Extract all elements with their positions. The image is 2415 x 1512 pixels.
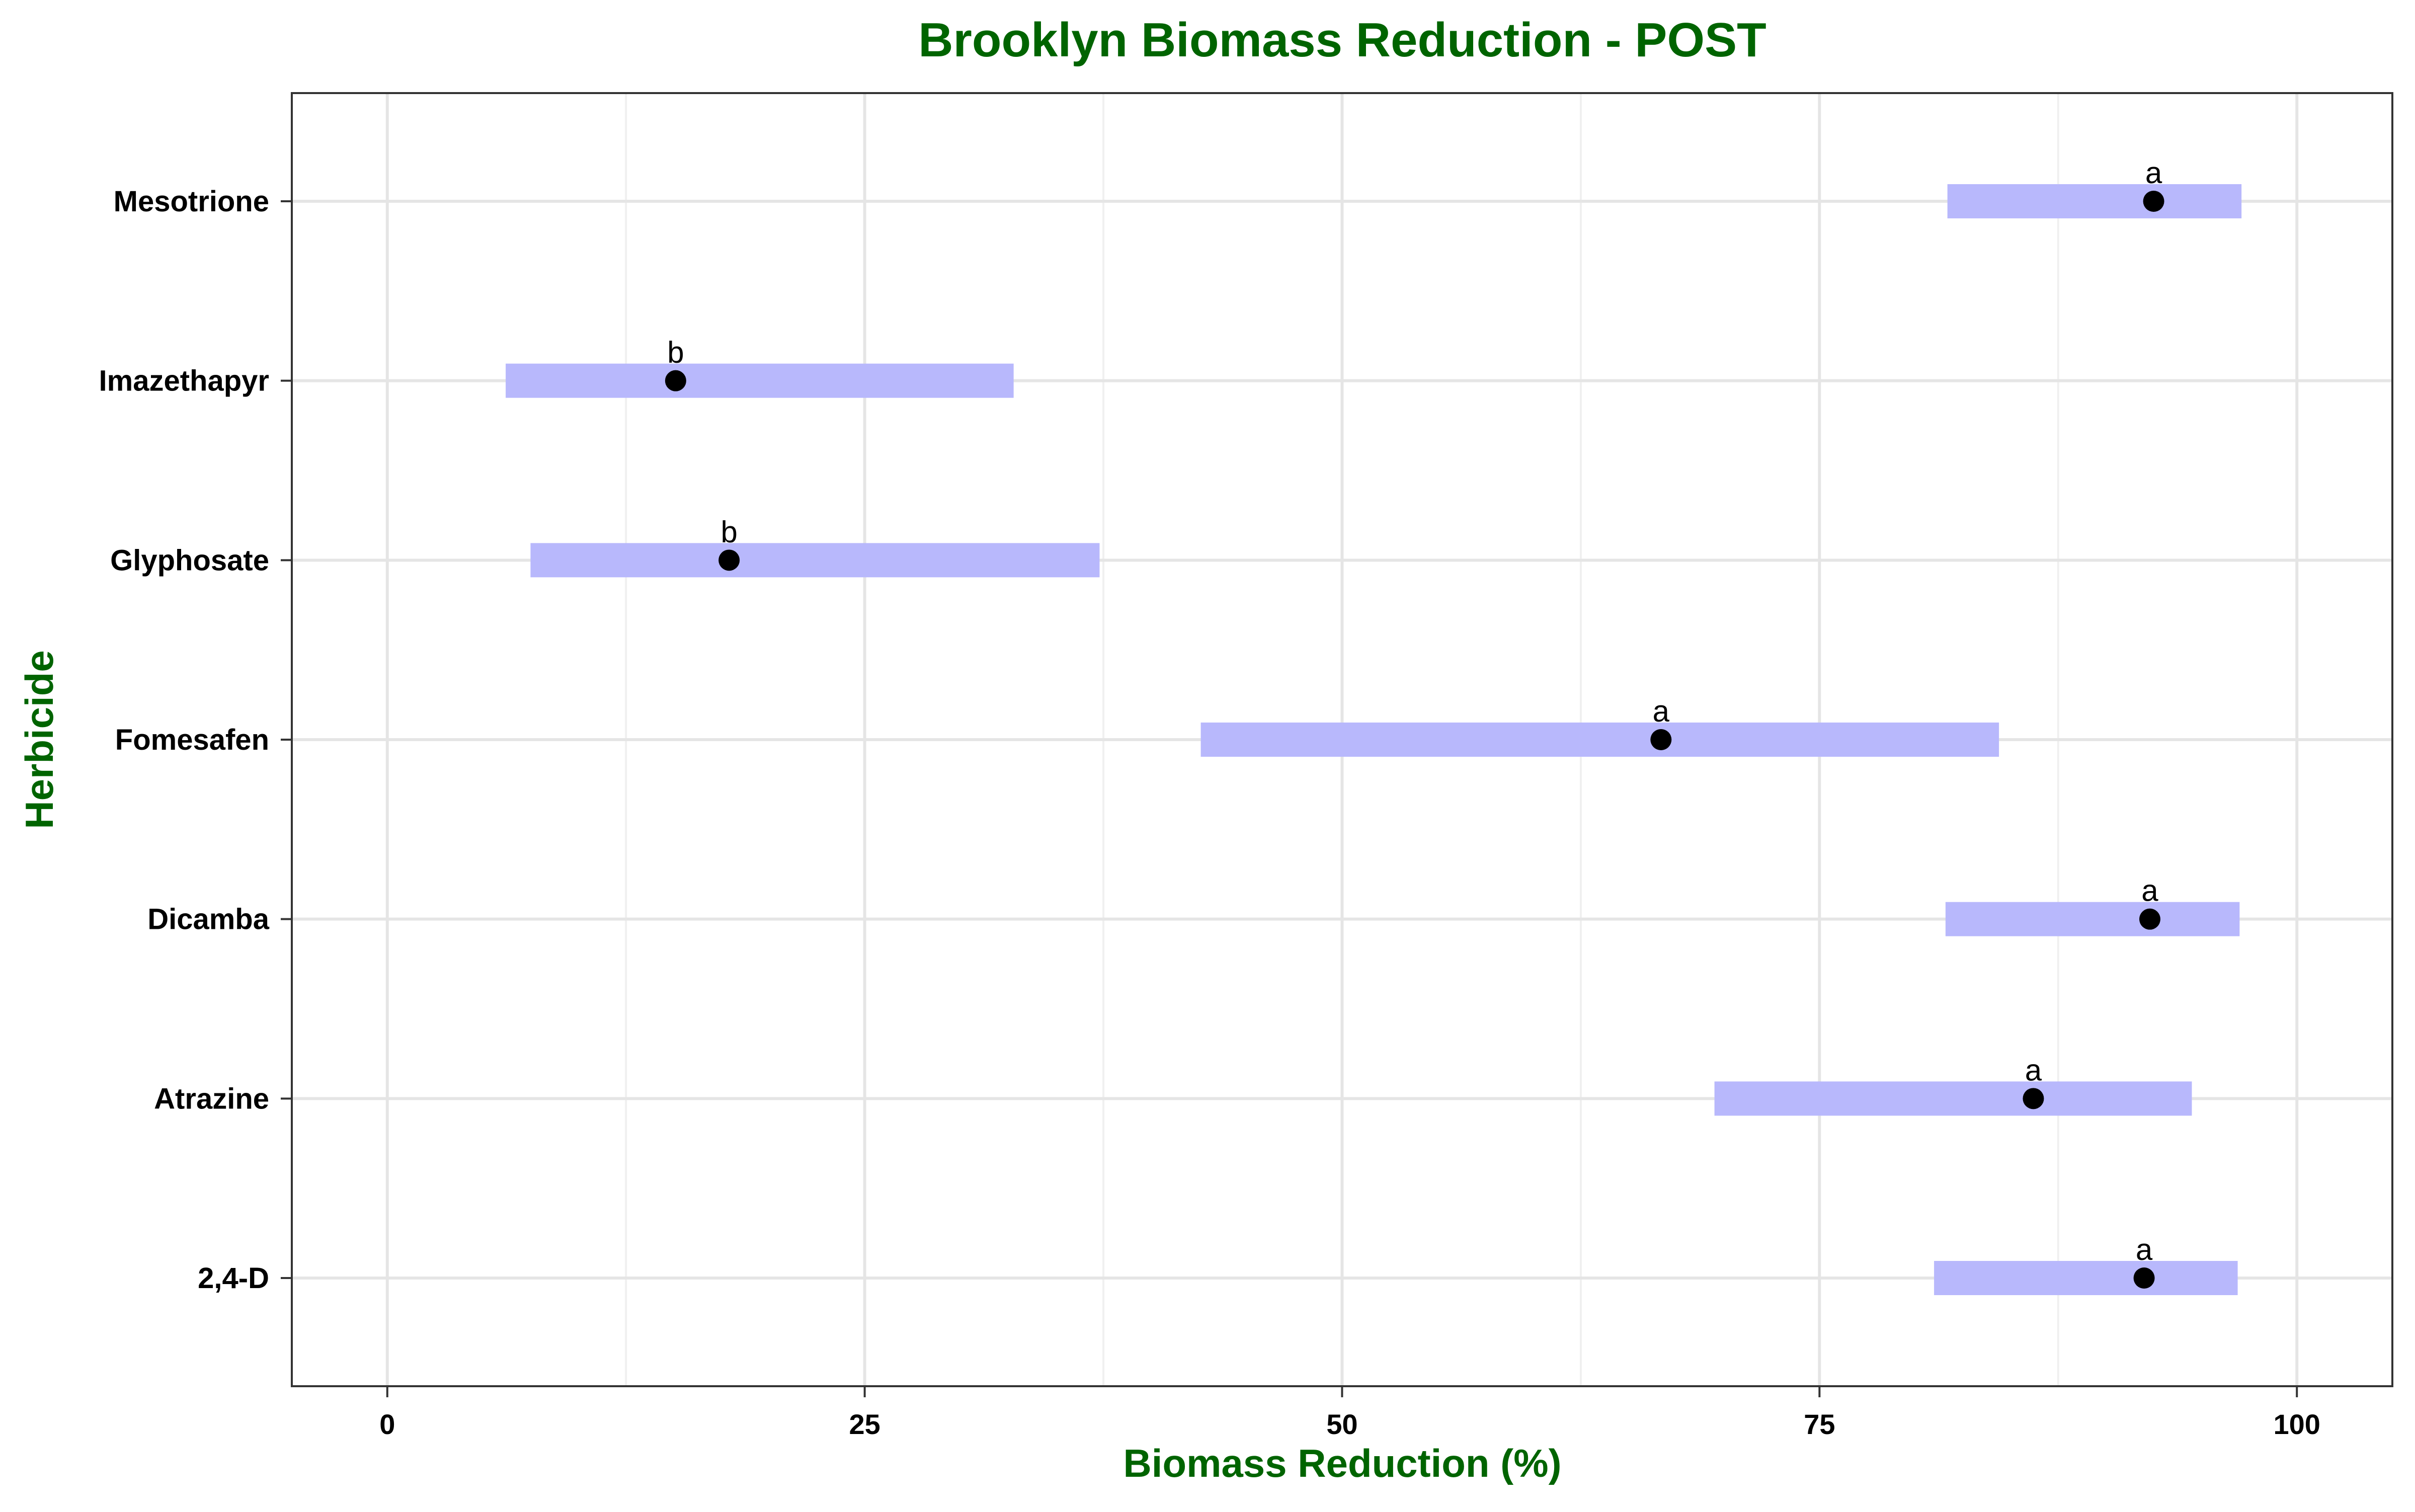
significance-letter: a: [2025, 1053, 2042, 1087]
estimate-point: [2133, 1267, 2155, 1289]
significance-letter: b: [667, 336, 684, 369]
confidence-interval-bar: [1200, 723, 1999, 757]
x-axis-title: Biomass Reduction (%): [1123, 1441, 1561, 1485]
estimate-point: [1650, 729, 1672, 750]
significance-letter: b: [720, 515, 737, 548]
x-tick-label: 50: [1326, 1408, 1357, 1440]
confidence-interval-bar: [506, 363, 1014, 398]
y-tick-label: 2,4-D: [198, 1262, 269, 1295]
y-tick-label: Dicamba: [147, 903, 270, 936]
confidence-interval-bar: [530, 543, 1100, 578]
significance-letter: a: [2141, 874, 2158, 908]
significance-letter: a: [1653, 694, 1670, 728]
estimate-point: [2023, 1088, 2044, 1109]
y-axis-title: Herbicide: [17, 650, 61, 829]
estimate-point: [718, 549, 740, 571]
y-tick-label: Glyphosate: [110, 544, 269, 577]
y-axis: 2,4-D Atrazine Dicamba Fomesafen Glyphosate I…: [99, 185, 292, 1295]
y-tick-label: Imazethapyr: [99, 365, 269, 397]
y-tick-label: Mesotrione: [114, 185, 269, 218]
confidence-interval-bar: [1945, 902, 2240, 936]
point-layer: [665, 191, 2164, 1289]
confidence-interval-bar: [1934, 1261, 2238, 1295]
y-tick-label: Atrazine: [154, 1082, 269, 1115]
confidence-interval-bar: [1714, 1081, 2192, 1116]
confidence-interval-bar: [1947, 184, 2242, 218]
x-tick-label: 100: [2274, 1408, 2320, 1440]
significance-letter: a: [2145, 156, 2162, 190]
significance-letter: a: [2136, 1233, 2153, 1266]
estimate-point: [2139, 908, 2160, 930]
x-axis: 0 25 50 75 100: [379, 1386, 2320, 1440]
estimate-point: [665, 370, 686, 391]
letter-layer: a a a a b b a: [667, 156, 2162, 1266]
x-tick-label: 75: [1804, 1408, 1835, 1440]
x-tick-label: 0: [379, 1408, 395, 1440]
chart-title: Brooklyn Biomass Reduction - POST: [918, 13, 1766, 67]
y-tick-label: Fomesafen: [115, 724, 269, 756]
x-tick-label: 25: [849, 1408, 880, 1440]
estimate-point: [2143, 191, 2164, 212]
interval-layer: [506, 184, 2242, 1295]
